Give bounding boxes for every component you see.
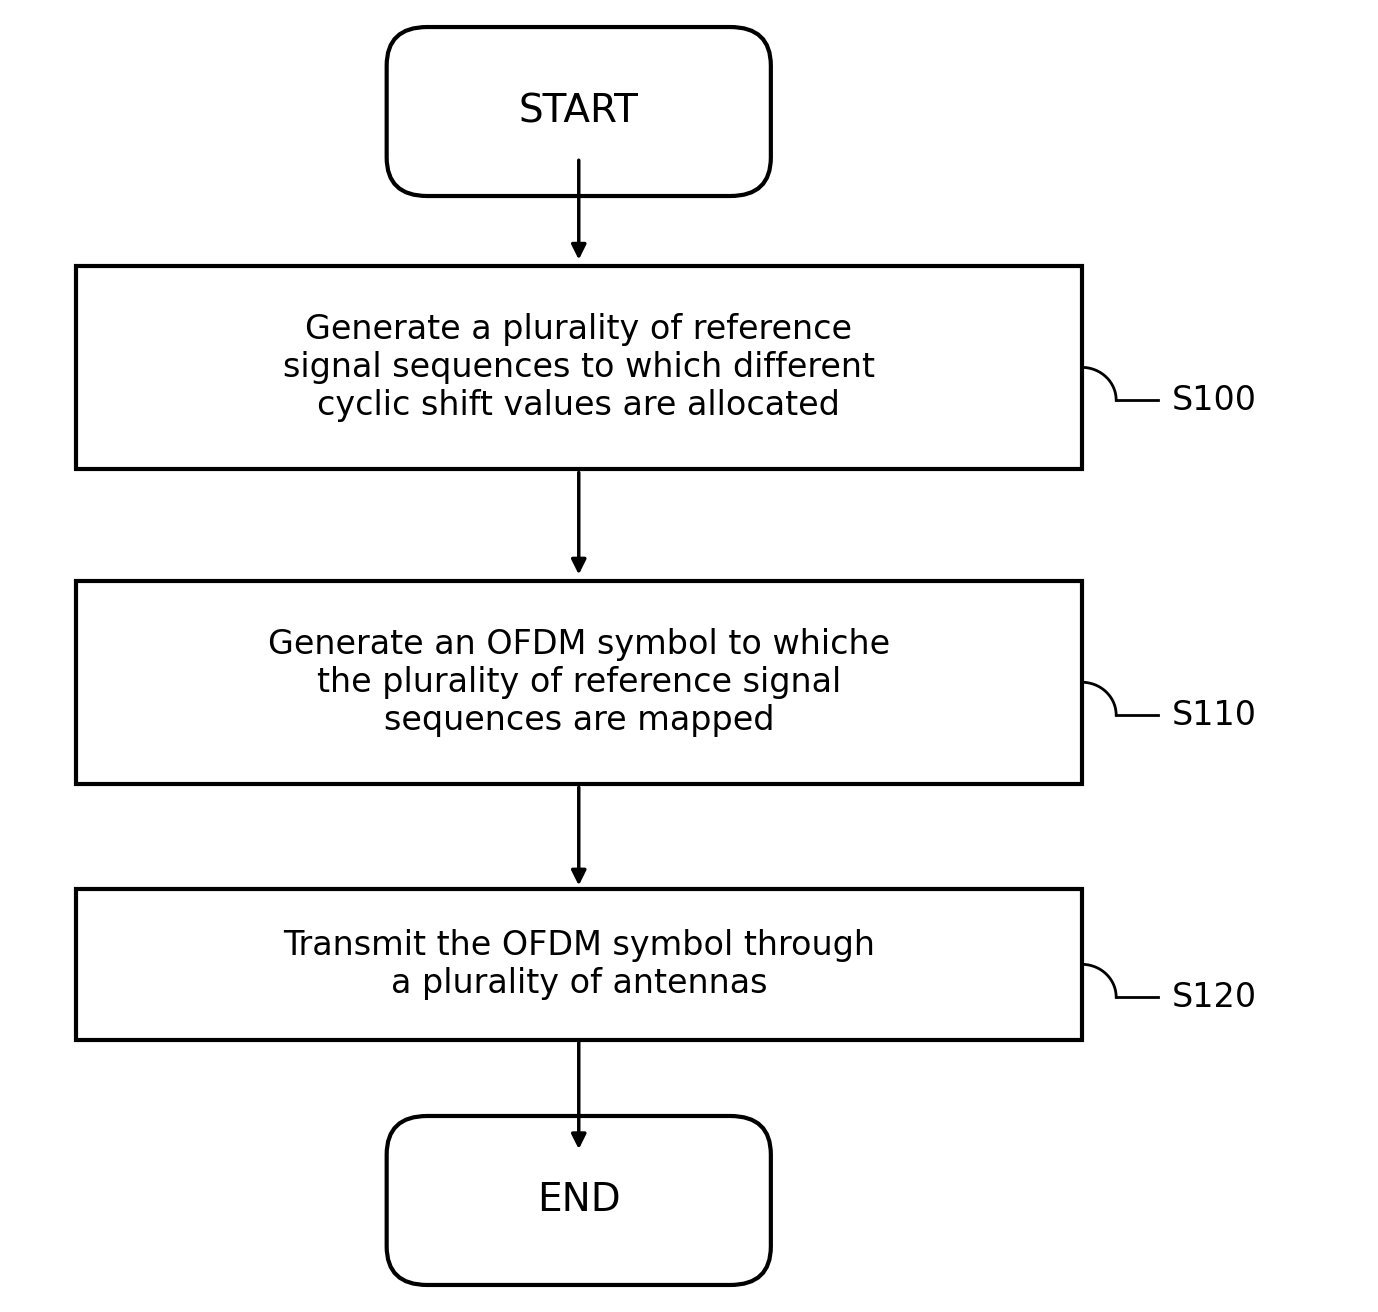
- Text: START: START: [520, 93, 638, 130]
- Text: S110: S110: [1171, 698, 1257, 732]
- Text: S120: S120: [1171, 980, 1257, 1014]
- Text: Generate a plurality of reference
signal sequences to which different
cyclic shi: Generate a plurality of reference signal…: [282, 312, 875, 422]
- FancyBboxPatch shape: [387, 28, 770, 195]
- Text: Transmit the OFDM symbol through
a plurality of antennas: Transmit the OFDM symbol through a plura…: [282, 929, 875, 1000]
- Text: Generate an OFDM symbol to whiche
the plurality of reference signal
sequences ar: Generate an OFDM symbol to whiche the pl…: [267, 627, 890, 737]
- Bar: [76, 265, 1082, 470]
- Text: END: END: [537, 1182, 620, 1219]
- Bar: [76, 890, 1082, 1039]
- Text: S100: S100: [1171, 383, 1257, 417]
- FancyBboxPatch shape: [387, 1117, 770, 1284]
- Bar: [76, 580, 1082, 785]
